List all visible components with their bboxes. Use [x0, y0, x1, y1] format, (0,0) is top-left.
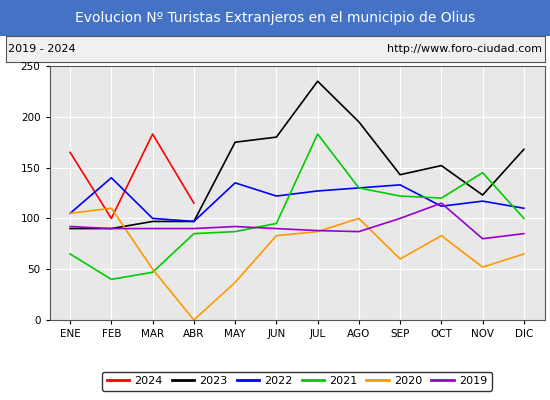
Text: Evolucion Nº Turistas Extranjeros en el municipio de Olius: Evolucion Nº Turistas Extranjeros en el …	[75, 11, 475, 25]
Text: 2019 - 2024: 2019 - 2024	[8, 44, 76, 54]
Legend: 2024, 2023, 2022, 2021, 2020, 2019: 2024, 2023, 2022, 2021, 2020, 2019	[102, 372, 492, 391]
Text: http://www.foro-ciudad.com: http://www.foro-ciudad.com	[387, 44, 542, 54]
